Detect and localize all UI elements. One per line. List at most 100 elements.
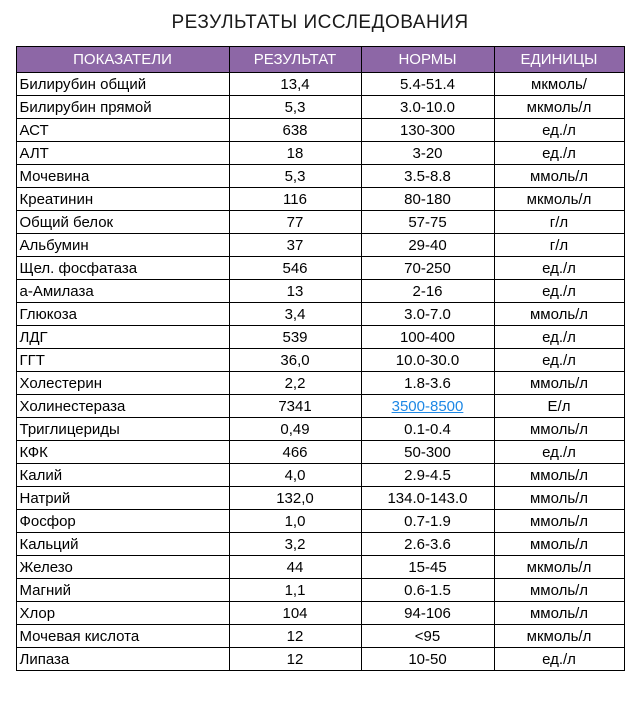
table-row: КФК 466 50-300 ед./л (15, 440, 625, 464)
norm-cell: <95 (360, 624, 495, 648)
result-cell: 4,0 (228, 463, 362, 487)
result-cell: 13 (228, 279, 362, 303)
indicator-cell: Мочевина (15, 164, 230, 188)
result-cell: 77 (228, 210, 362, 234)
unit-cell: ммоль/л (493, 164, 625, 188)
result-cell: 3,2 (228, 532, 362, 556)
table-row: Альбумин 37 29-40 г/л (15, 233, 625, 257)
norm-cell: 94-106 (360, 601, 495, 625)
indicator-cell: Билирубин прямой (15, 95, 230, 119)
column-header-norms: НОРМЫ (360, 46, 495, 73)
indicator-cell: Щел. фосфатаза (15, 256, 230, 280)
indicator-cell: АЛТ (15, 141, 230, 165)
table-row: Липаза 12 10-50 ед./л (15, 647, 625, 671)
table-row: Мочевая кислота 12 <95 мкмоль/л (15, 624, 625, 648)
indicator-cell: Фосфор (15, 509, 230, 533)
indicator-cell: Общий белок (15, 210, 230, 234)
indicator-cell: Магний (15, 578, 230, 602)
result-cell: 2,2 (228, 371, 362, 395)
norm-cell: 130-300 (360, 118, 495, 142)
norm-cell: 0.1-0.4 (360, 417, 495, 441)
column-header-indicators: ПОКАЗАТЕЛИ (15, 46, 230, 73)
result-cell: 12 (228, 624, 362, 648)
result-cell: 44 (228, 555, 362, 579)
unit-cell: ед./л (493, 325, 625, 349)
norm-cell: 10.0-30.0 (360, 348, 495, 372)
norm-cell: 80-180 (360, 187, 495, 211)
table-row: Холинестераза 7341 3500-8500 Е/л (15, 394, 625, 418)
results-table-body: Билирубин общий 13,4 5.4-51.4 мкмоль/Билиру… (15, 72, 625, 671)
table-row: Мочевина 5,3 3.5-8.8 ммоль/л (15, 164, 625, 188)
norm-cell: 3-20 (360, 141, 495, 165)
indicator-cell: Холестерин (15, 371, 230, 395)
indicator-cell: Холинестераза (15, 394, 230, 418)
result-cell: 5,3 (228, 164, 362, 188)
norm-cell: 50-300 (360, 440, 495, 464)
result-cell: 546 (228, 256, 362, 280)
indicator-cell: Мочевая кислота (15, 624, 230, 648)
norm-cell: 0.7-1.9 (360, 509, 495, 533)
table-header-row: ПОКАЗАТЕЛИ РЕЗУЛЬТАТ НОРМЫ ЕДИНИЦЫ (15, 46, 625, 73)
norm-cell: 2-16 (360, 279, 495, 303)
unit-cell: ммоль/л (493, 601, 625, 625)
page-title: РЕЗУЛЬТАТЫ ИССЛЕДОВАНИЯ (171, 12, 469, 33)
unit-cell: г/л (493, 233, 625, 257)
table-row: Креатинин 116 80-180 мкмоль/л (15, 187, 625, 211)
norm-cell: 1.8-3.6 (360, 371, 495, 395)
result-cell: 7341 (228, 394, 362, 418)
table-row: Магний 1,1 0.6-1.5 ммоль/л (15, 578, 625, 602)
norm-cell: 3.0-7.0 (360, 302, 495, 326)
table-row: Щел. фосфатаза 546 70-250 ед./л (15, 256, 625, 280)
result-cell: 5,3 (228, 95, 362, 119)
unit-cell: ммоль/л (493, 509, 625, 533)
unit-cell: Е/л (493, 394, 625, 418)
result-cell: 132,0 (228, 486, 362, 510)
norm-cell: 2.6-3.6 (360, 532, 495, 556)
unit-cell: г/л (493, 210, 625, 234)
unit-cell: ммоль/л (493, 532, 625, 556)
unit-cell: ед./л (493, 256, 625, 280)
table-row: Фосфор 1,0 0.7-1.9 ммоль/л (15, 509, 625, 533)
indicator-cell: АСТ (15, 118, 230, 142)
indicator-cell: Триглицериды (15, 417, 230, 441)
unit-cell: мкмоль/л (493, 555, 625, 579)
table-row: Общий белок 77 57-75 г/л (15, 210, 625, 234)
norm-cell: 5.4-51.4 (360, 72, 495, 96)
unit-cell: ед./л (493, 118, 625, 142)
unit-cell: ед./л (493, 647, 625, 671)
table-row: Триглицериды 0,49 0.1-0.4 ммоль/л (15, 417, 625, 441)
result-cell: 539 (228, 325, 362, 349)
results-table: ПОКАЗАТЕЛИ РЕЗУЛЬТАТ НОРМЫ ЕДИНИЦЫ Билир… (15, 46, 625, 671)
norm-cell: 10-50 (360, 647, 495, 671)
norm-cell: 134.0-143.0 (360, 486, 495, 510)
unit-cell: ммоль/л (493, 486, 625, 510)
indicator-cell: Билирубин общий (15, 72, 230, 96)
table-row: АЛТ 18 3-20 ед./л (15, 141, 625, 165)
indicator-cell: Натрий (15, 486, 230, 510)
unit-cell: мкмоль/л (493, 95, 625, 119)
table-row: Кальций 3,2 2.6-3.6 ммоль/л (15, 532, 625, 556)
norm-reference-link[interactable]: 3500-8500 (391, 397, 464, 415)
table-row: Хлор 104 94-106 ммоль/л (15, 601, 625, 625)
norm-cell: 100-400 (360, 325, 495, 349)
column-header-result: РЕЗУЛЬТАТ (228, 46, 362, 73)
result-cell: 104 (228, 601, 362, 625)
result-cell: 116 (228, 187, 362, 211)
unit-cell: мкмоль/л (493, 624, 625, 648)
result-cell: 0,49 (228, 417, 362, 441)
norm-cell: 15-45 (360, 555, 495, 579)
norm-cell: 0.6-1.5 (360, 578, 495, 602)
unit-cell: ммоль/л (493, 302, 625, 326)
unit-cell: ммоль/л (493, 463, 625, 487)
result-cell: 37 (228, 233, 362, 257)
indicator-cell: Железо (15, 555, 230, 579)
norm-cell: 2.9-4.5 (360, 463, 495, 487)
unit-cell: ммоль/л (493, 371, 625, 395)
table-row: Билирубин общий 13,4 5.4-51.4 мкмоль/ (15, 72, 625, 96)
indicator-cell: Хлор (15, 601, 230, 625)
table-row: ГГТ 36,0 10.0-30.0 ед./л (15, 348, 625, 372)
table-row: Билирубин прямой 5,3 3.0-10.0 мкмоль/л (15, 95, 625, 119)
unit-cell: мкмоль/л (493, 187, 625, 211)
unit-cell: ммоль/л (493, 578, 625, 602)
table-row: Калий 4,0 2.9-4.5 ммоль/л (15, 463, 625, 487)
